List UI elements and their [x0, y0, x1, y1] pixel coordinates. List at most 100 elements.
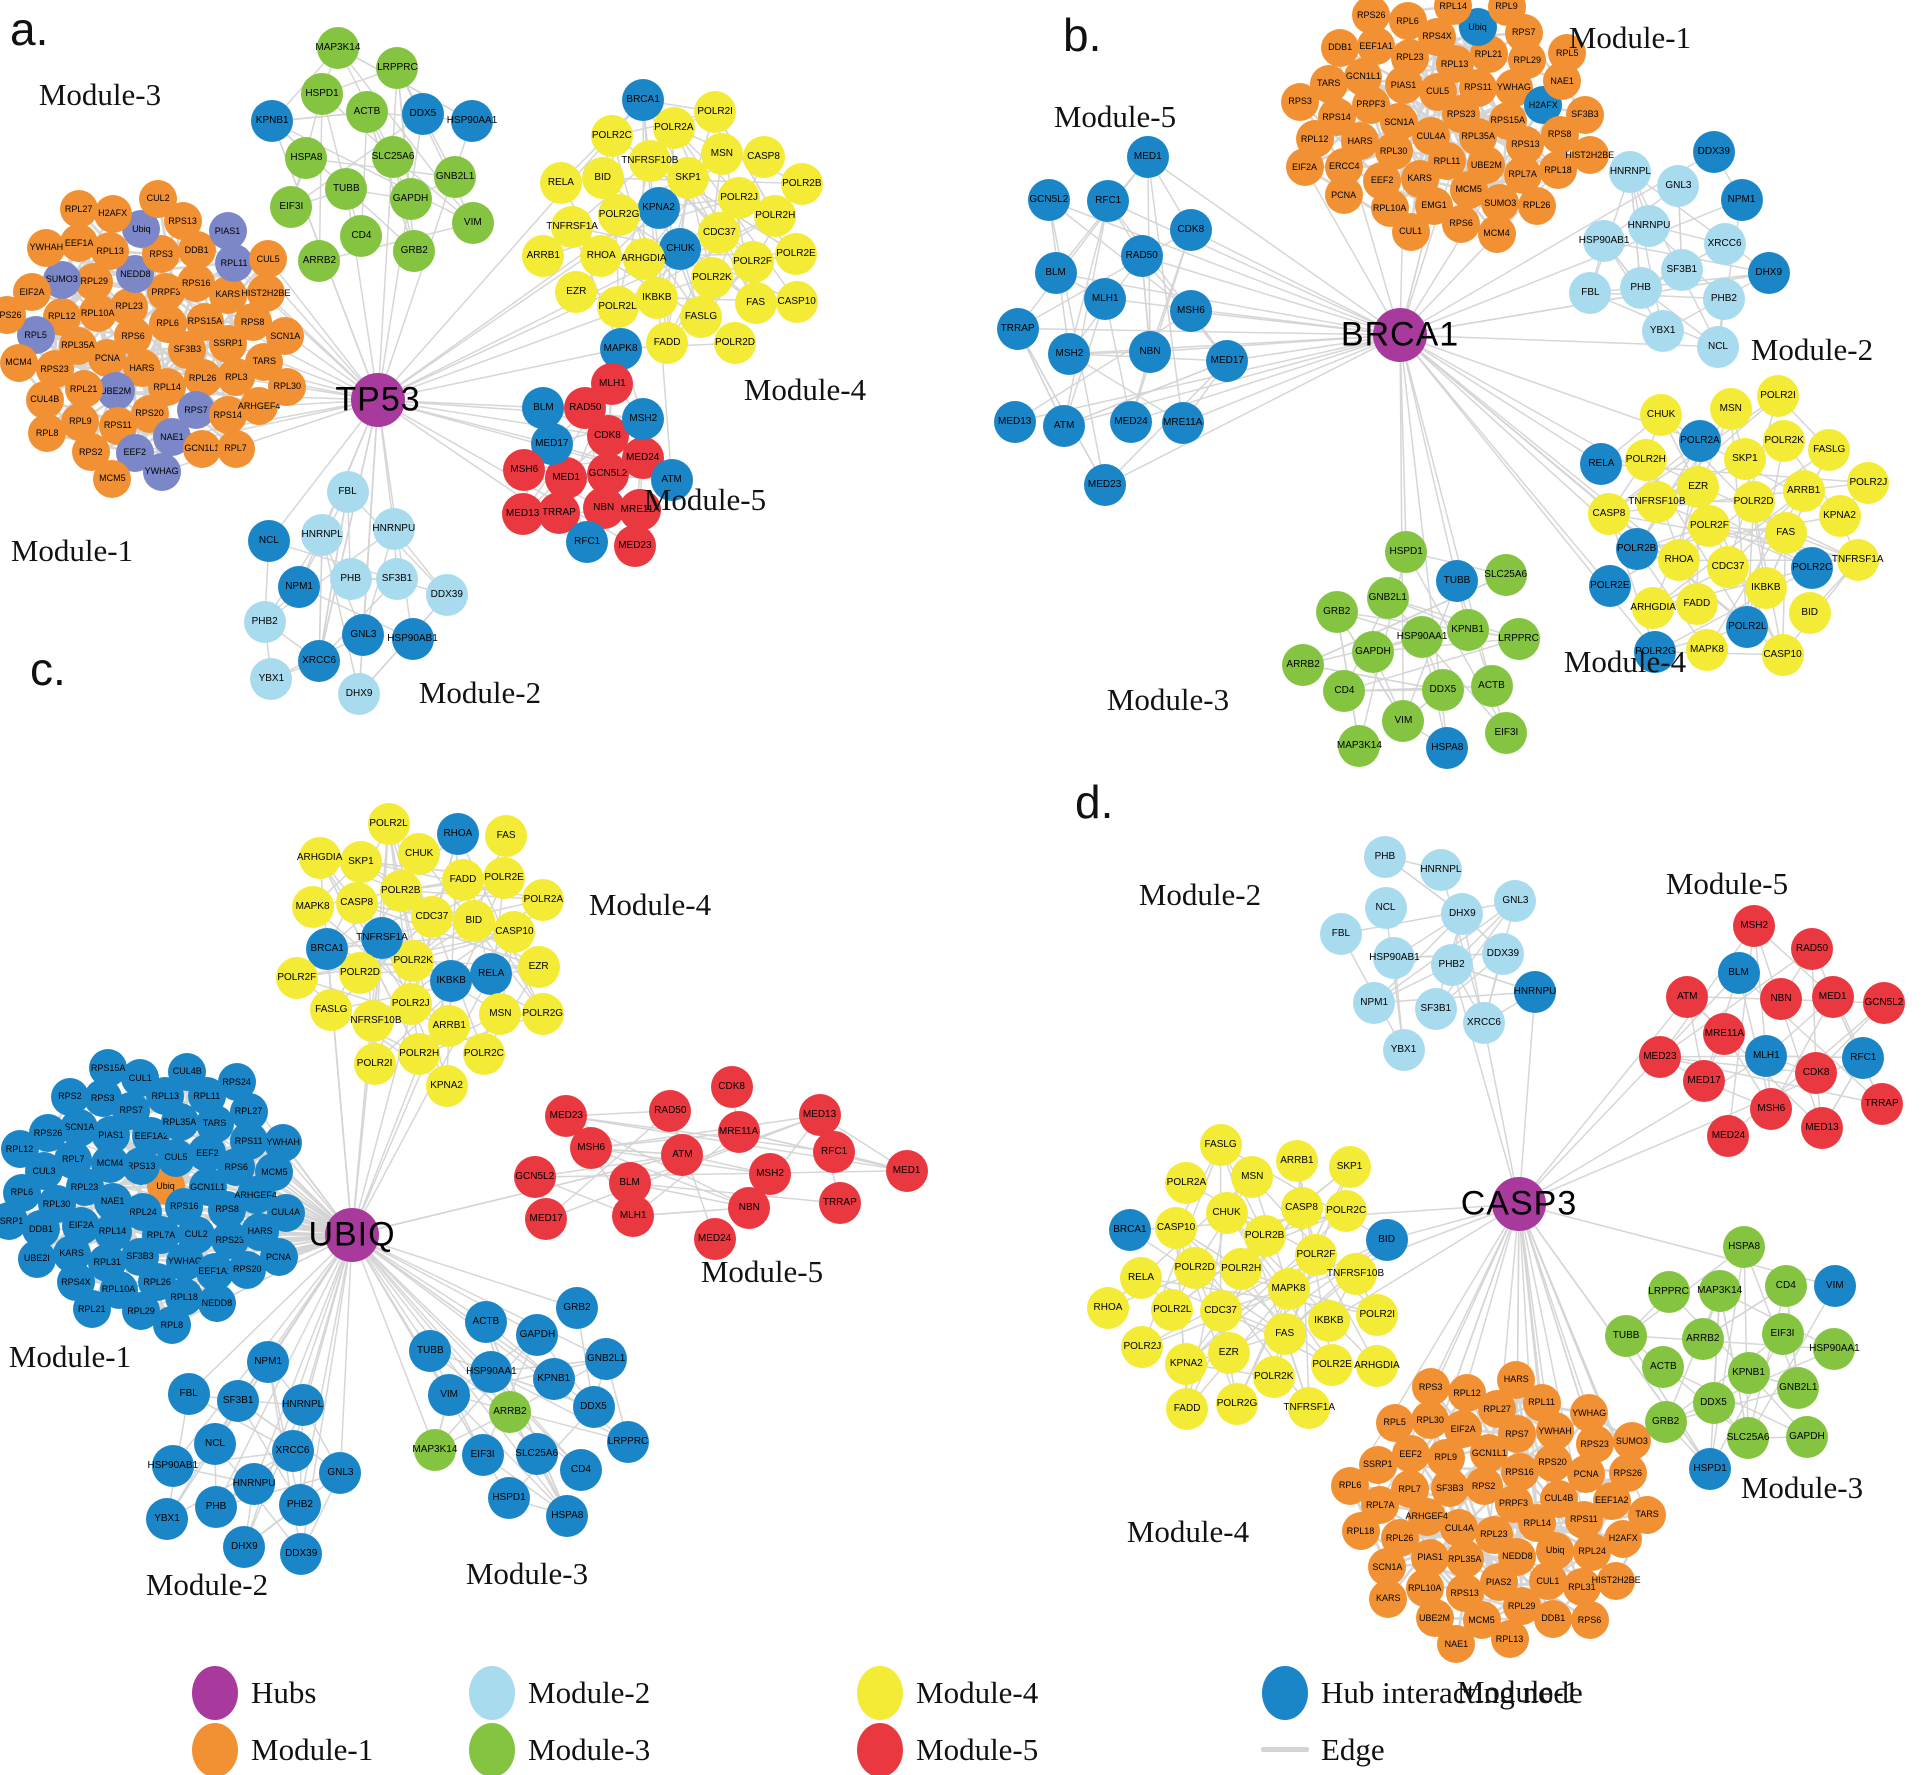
network-node[interactable]: MED17 — [525, 1198, 568, 1241]
hub-node[interactable] — [325, 1208, 379, 1262]
network-node[interactable]: DHX9 — [338, 672, 381, 715]
network-node[interactable]: HARS — [1497, 1360, 1536, 1399]
network-node[interactable]: RPS3 — [1411, 1368, 1450, 1407]
network-node[interactable]: POLR2E — [1311, 1344, 1354, 1386]
network-node[interactable]: TUBB — [325, 168, 368, 211]
network-node[interactable]: PIAS1 — [92, 1116, 130, 1155]
hub-node[interactable] — [1373, 308, 1427, 362]
network-node[interactable]: EZR — [555, 271, 598, 314]
network-node[interactable]: RPS24 — [217, 1063, 256, 1102]
network-node[interactable]: MED1 — [885, 1149, 928, 1192]
network-node[interactable]: CDK8 — [1795, 1052, 1838, 1095]
network-node[interactable]: VIM — [428, 1373, 471, 1416]
network-node[interactable]: KPNA2 — [1165, 1342, 1208, 1385]
network-node[interactable]: ACTB — [464, 1301, 507, 1343]
network-node[interactable]: CDK8 — [1169, 208, 1212, 251]
network-node[interactable]: SKP1 — [339, 840, 382, 883]
network-node[interactable]: HSP90AB1 — [1369, 936, 1420, 979]
network-node[interactable]: GNL3 — [1494, 880, 1537, 923]
network-node[interactable]: VIM — [1382, 700, 1425, 743]
network-node[interactable]: MAP3K14 — [1337, 724, 1382, 767]
network-node[interactable]: POLR2B — [1243, 1214, 1286, 1257]
network-node[interactable]: NPM1 — [247, 1340, 290, 1383]
network-node[interactable]: GNB2L1 — [434, 156, 477, 199]
network-node[interactable]: DDX39 — [280, 1532, 323, 1575]
network-node[interactable]: ARRB1 — [1275, 1139, 1318, 1182]
network-node[interactable]: MSH6 — [1750, 1088, 1793, 1131]
network-node[interactable]: CASP10 — [775, 280, 818, 323]
network-node[interactable]: FADD — [646, 321, 689, 364]
network-node[interactable]: PHB2 — [243, 600, 286, 643]
network-node[interactable]: POLR2F — [1294, 1233, 1337, 1276]
network-node[interactable]: EEF1A1 — [1357, 27, 1396, 66]
network-node[interactable]: SLC25A6 — [1727, 1417, 1770, 1460]
hub-node[interactable] — [1492, 1177, 1546, 1231]
network-node[interactable]: GCN5L2 — [1027, 179, 1070, 222]
network-node[interactable]: HSPA8 — [1723, 1226, 1766, 1269]
network-node[interactable]: NBN — [1760, 978, 1802, 1021]
network-node[interactable]: POLR2F — [1688, 504, 1731, 547]
network-node[interactable]: MAP3K14 — [1697, 1270, 1742, 1313]
network-node[interactable]: BLM — [1717, 952, 1760, 995]
network-node[interactable]: DDX5 — [1421, 668, 1464, 711]
network-node[interactable]: RPL6 — [1331, 1466, 1370, 1505]
network-node[interactable]: CASP8 — [335, 882, 378, 925]
network-node[interactable]: MED1 — [1811, 976, 1854, 1018]
network-node[interactable]: RELA — [470, 952, 513, 995]
network-node[interactable]: MED1 — [545, 457, 588, 500]
network-node[interactable]: DDB1 — [1534, 1599, 1573, 1638]
network-node[interactable]: HSPA8 — [285, 137, 328, 180]
network-node[interactable]: FASLG — [310, 989, 353, 1032]
network-node[interactable]: POLR2D — [1732, 480, 1775, 523]
network-node[interactable]: MLH1 — [1084, 277, 1127, 320]
network-node[interactable]: ARRB2 — [1681, 1317, 1724, 1360]
network-node[interactable]: HIST2H2BE — [1565, 136, 1614, 175]
network-node[interactable]: POLR2B — [379, 869, 422, 912]
network-node[interactable]: ARHGDIA — [1630, 586, 1676, 629]
network-node[interactable]: POLR2D — [339, 952, 381, 995]
network-node[interactable]: DDX39 — [1481, 932, 1524, 975]
network-node[interactable]: POLR2G — [1216, 1382, 1258, 1425]
network-node[interactable]: SCN1A — [1368, 1548, 1407, 1586]
network-node[interactable]: RPL12 — [0, 1130, 39, 1169]
network-node[interactable]: GCN5L2 — [1862, 982, 1905, 1025]
network-node[interactable]: HNRNPU — [233, 1462, 275, 1505]
network-node[interactable]: HSP90AA1 — [466, 1350, 517, 1393]
network-node[interactable]: ARHGDIA — [1354, 1345, 1400, 1388]
network-node[interactable]: FAS — [734, 282, 777, 325]
network-node[interactable]: TNFRSF1A — [1832, 539, 1884, 582]
network-node[interactable]: RPS23 — [1575, 1425, 1614, 1464]
network-node[interactable]: POLR2D — [714, 322, 756, 365]
network-node[interactable]: CDC37 — [1199, 1289, 1242, 1332]
network-node[interactable]: MAP3K14 — [412, 1428, 457, 1471]
network-node[interactable]: TNFRSF10B — [344, 999, 402, 1042]
network-node[interactable]: GNB2L1 — [1777, 1366, 1820, 1409]
network-node[interactable]: MED17 — [1683, 1060, 1726, 1102]
network-node[interactable]: IKBKB — [430, 959, 473, 1002]
network-node[interactable]: BRCA1 — [306, 927, 349, 970]
network-node[interactable]: MAPK8 — [1686, 629, 1728, 672]
network-node[interactable]: HIST2H2BE — [1592, 1561, 1641, 1600]
network-node[interactable]: DHX9 — [223, 1525, 266, 1568]
network-node[interactable]: CUL5 — [249, 240, 288, 279]
network-node[interactable]: RAD50 — [1120, 235, 1163, 278]
network-node[interactable]: MSH2 — [1048, 332, 1091, 375]
network-node[interactable]: NPM1 — [1720, 178, 1763, 221]
network-node[interactable]: PHB — [195, 1486, 237, 1529]
network-node[interactable]: POLR2J — [718, 176, 761, 219]
network-node[interactable]: KPNA2 — [637, 186, 680, 229]
network-node[interactable]: YBX1 — [1382, 1029, 1425, 1071]
network-node[interactable]: MSN — [479, 992, 522, 1035]
network-node[interactable]: RPS3 — [1281, 82, 1320, 121]
network-node[interactable]: TNFRSF10B — [1628, 480, 1686, 523]
network-node[interactable]: FADD — [442, 858, 484, 901]
network-node[interactable]: RPS2 — [50, 1077, 89, 1116]
network-node[interactable]: CHUK — [398, 832, 441, 875]
network-node[interactable]: MED13 — [1801, 1107, 1843, 1150]
network-node[interactable]: RPL7 — [216, 429, 255, 468]
network-node[interactable]: BRCA1 — [622, 79, 665, 122]
network-node[interactable]: YBX1 — [1641, 310, 1684, 353]
network-node[interactable]: MED24 — [1110, 400, 1152, 443]
network-node[interactable]: HNRNPL — [281, 1384, 324, 1426]
network-node[interactable]: LRPPRC — [376, 46, 419, 89]
